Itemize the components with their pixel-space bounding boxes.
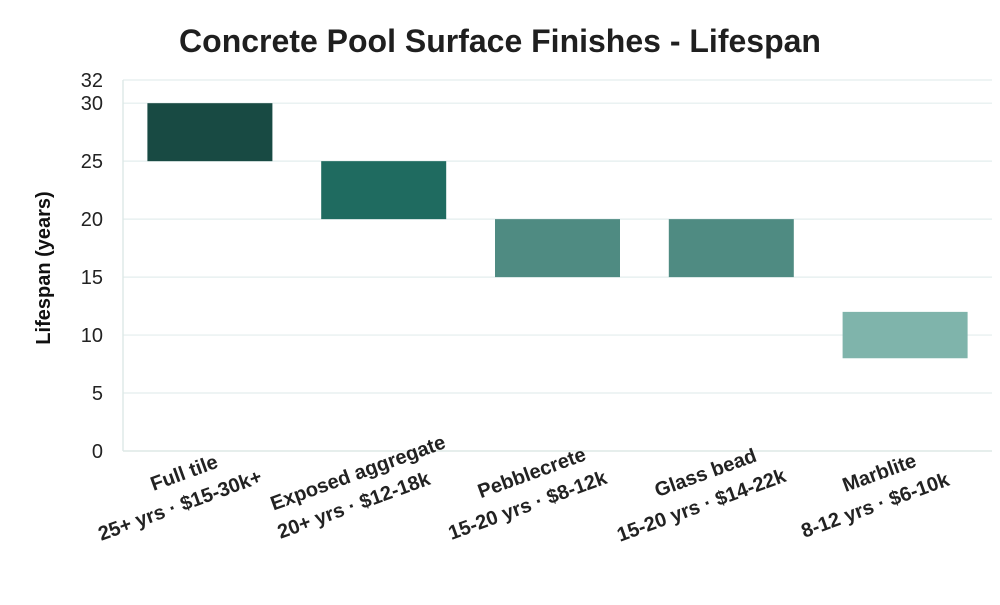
range-bar-pebblecrete [495, 219, 620, 278]
y-tick-label: 20 [81, 209, 103, 231]
y-tick-label: 10 [81, 325, 103, 347]
range-bar-glass-bead [668, 219, 794, 278]
range-bar-exposed-aggregate [321, 161, 447, 220]
y-tick-label: 5 [92, 383, 103, 405]
range-bar-marblite [842, 311, 968, 359]
y-axis-title: Lifespan (years) [33, 191, 55, 344]
range-bars [147, 103, 968, 359]
y-tick-label: 30 [81, 93, 103, 115]
y-tick-label: 0 [92, 441, 103, 463]
chart-title: Concrete Pool Surface Finishes - Lifespa… [179, 23, 821, 59]
axes [122, 80, 992, 452]
y-tick-label: 25 [81, 151, 103, 173]
range-bar-full-tile [147, 103, 273, 162]
y-tick-label: 15 [81, 267, 103, 289]
y-tick-label: 32 [81, 70, 103, 92]
